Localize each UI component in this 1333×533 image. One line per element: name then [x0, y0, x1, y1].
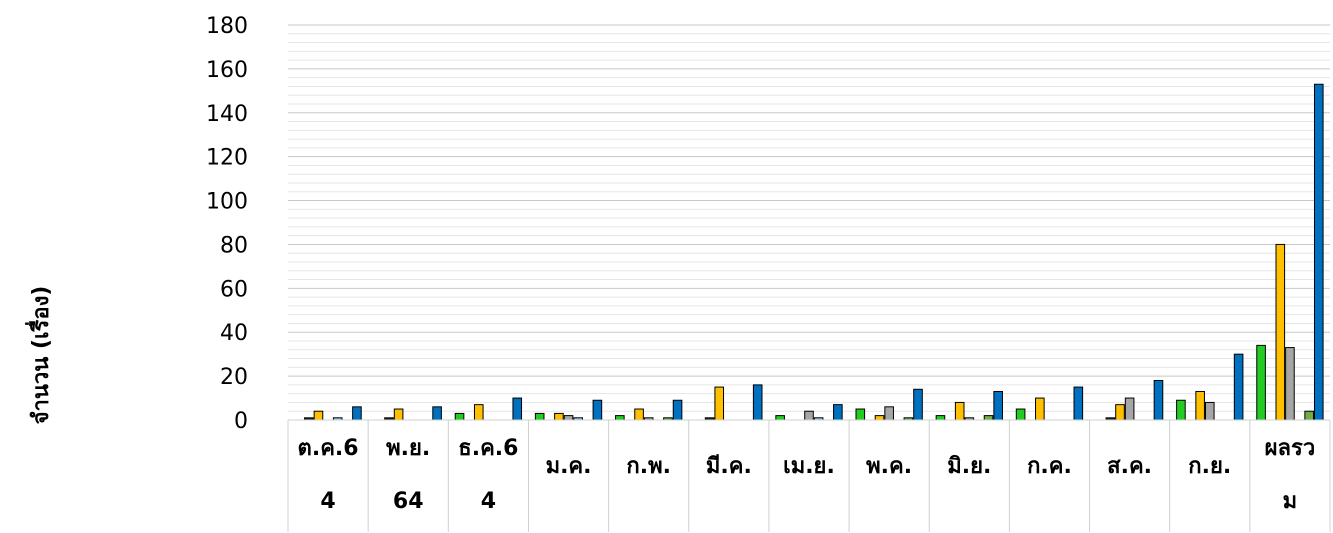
bar [554, 412, 564, 421]
bar [1153, 380, 1164, 421]
bar [1233, 353, 1244, 421]
bar [1124, 397, 1135, 421]
category-label: พ.ค. [866, 454, 912, 479]
y-axis-ticks: 0 20 40 60 80 100 120 140 160 180 [206, 14, 248, 434]
bar [1285, 347, 1295, 421]
bar [804, 410, 814, 421]
bar [1073, 386, 1084, 421]
category-label: ก.ย. [1188, 454, 1231, 479]
category-labels: ต.ค.6 4 พ.ย. 64 ธ.ค.6 4 ม.ค. ก.พ. มี.ค. เม.ย. พ.ค.… [298, 436, 1316, 514]
bar [512, 397, 523, 421]
bar [714, 386, 725, 421]
bar [874, 415, 885, 421]
bar [1256, 344, 1266, 421]
bar [615, 415, 625, 421]
bar [313, 410, 324, 421]
category-label: มี.ค. [706, 454, 752, 479]
category-label: 4 [481, 489, 496, 514]
category-label: มิ.ย. [947, 454, 991, 479]
bar [993, 390, 1003, 421]
category-label: ธ.ค.6 [458, 436, 518, 461]
category-label: ก.พ. [626, 454, 671, 479]
bar [352, 406, 362, 421]
gridlines [288, 24, 1330, 421]
bar [393, 408, 404, 421]
bar [1195, 390, 1205, 421]
y-tick-label: 120 [206, 146, 248, 171]
bar [672, 399, 683, 421]
bar [935, 415, 946, 421]
category-label: ม.ค. [546, 454, 592, 479]
y-tick-label: 160 [206, 58, 248, 83]
y-tick-label: 20 [220, 365, 248, 390]
bar [855, 408, 866, 421]
bar [1313, 83, 1324, 421]
bar [1035, 397, 1045, 421]
bar [1115, 404, 1125, 421]
bar [983, 415, 994, 421]
bar [833, 404, 843, 421]
category-label: ก.ค. [1027, 454, 1072, 479]
category-label: ผลรว [1265, 436, 1316, 461]
category-label: ส.ค. [1107, 454, 1152, 479]
bar [775, 415, 785, 421]
y-tick-label: 140 [206, 102, 248, 127]
category-label: ม [1283, 489, 1298, 514]
bar [1204, 401, 1215, 421]
y-tick-label: 0 [234, 409, 248, 434]
y-axis-title: จำนวน (เรื่อง) [24, 286, 54, 425]
category-label: พ.ย. [386, 436, 430, 461]
bar [432, 406, 442, 421]
bar [1015, 408, 1026, 421]
bar [1275, 243, 1286, 421]
category-label: ต.ค.6 [298, 436, 359, 461]
y-tick-label: 80 [220, 233, 248, 258]
category-label: เม.ย. [783, 454, 835, 479]
bar [954, 401, 965, 421]
bar [913, 388, 923, 421]
bars [304, 83, 1324, 421]
bar [563, 415, 574, 421]
bar [884, 406, 894, 421]
bar [454, 412, 465, 421]
category-label: 4 [320, 489, 335, 514]
bar [534, 412, 545, 421]
bar [1304, 410, 1314, 421]
y-tick-label: 100 [206, 190, 248, 215]
y-tick-label: 40 [220, 321, 248, 346]
y-tick-label: 60 [220, 277, 248, 302]
bar [592, 399, 603, 421]
bar [473, 404, 484, 421]
bar [752, 384, 763, 421]
category-label: 64 [393, 489, 424, 514]
bar [1176, 399, 1186, 421]
category-table [287, 419, 1331, 532]
y-tick-label: 180 [206, 14, 248, 39]
bar [634, 408, 644, 421]
